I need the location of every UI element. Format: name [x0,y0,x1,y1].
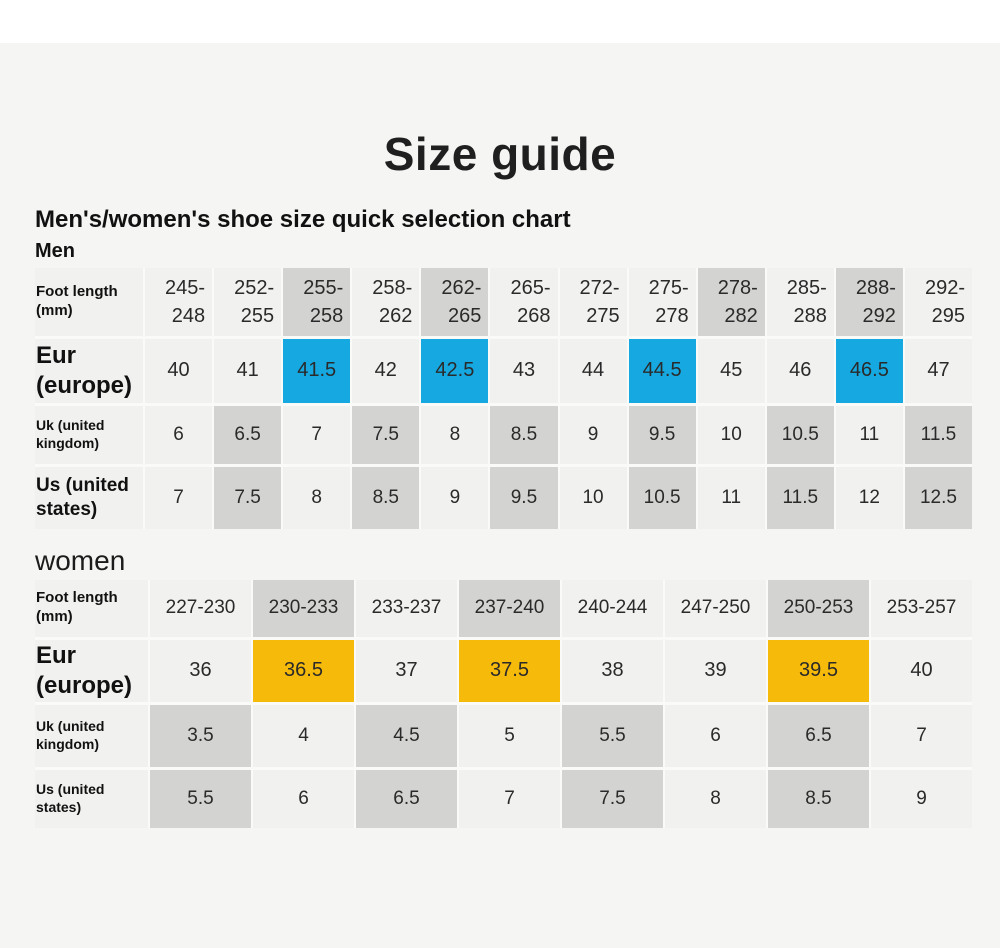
size-cell: 45 [697,338,765,403]
size-cell: 7 [871,704,972,767]
size-cell: 11.5 [766,466,834,529]
size-cell: 10 [697,405,765,464]
women-size-table: Foot length (mm) 227-230 230-233 233-237 237… [35,579,972,828]
size-cell: 12.5 [904,466,972,529]
size-cell: 11 [697,466,765,529]
size-cell: 6.5 [356,769,457,828]
size-cell: 272- 275 [559,267,627,336]
size-cell: 9.5 [490,466,558,529]
size-cell: 40 [145,338,213,403]
size-cell: 7.5 [562,769,663,828]
size-cell: 7.5 [352,405,420,464]
size-cell: 8.5 [490,405,558,464]
size-cell: 247-250 [665,579,766,637]
size-cell: 7 [145,466,213,529]
size-cell: 6 [253,769,354,828]
row-label-us: Us (united states) [35,769,148,828]
size-cell: 237-240 [459,579,560,637]
size-cell: 240-244 [562,579,663,637]
row-label-head: Foot length (mm) [35,267,143,336]
size-cell: 37.5 [459,639,560,702]
size-cell: 44.5 [628,338,696,403]
size-cell: 7.5 [214,466,282,529]
size-cell: 7 [283,405,351,464]
size-guide-content: Men's/women's shoe size quick selection … [0,206,1000,828]
page-title: Size guide [383,128,617,180]
size-cell: 11.5 [904,405,972,464]
size-cell: 39.5 [768,639,869,702]
row-label-eur: Eur (europe) [35,338,143,403]
size-cell: 37 [356,639,457,702]
size-cell: 6 [665,704,766,767]
size-cell: 9 [559,405,627,464]
size-cell: 233-237 [356,579,457,637]
size-cell: 38 [562,639,663,702]
size-cell: 252- 255 [214,267,282,336]
chart-subtitle: Men's/women's shoe size quick selection … [35,205,571,233]
size-cell: 42 [352,338,420,403]
size-cell: 9 [871,769,972,828]
size-cell: 278- 282 [697,267,765,336]
size-cell: 46 [766,338,834,403]
size-cell: 10.5 [766,405,834,464]
size-cell: 8.5 [352,466,420,529]
size-cell: 6 [145,405,213,464]
size-cell: 292- 295 [904,267,972,336]
size-cell: 6.5 [768,704,869,767]
size-cell: 258- 262 [352,267,420,336]
row-label-uk: Uk (united kingdom) [35,704,148,767]
size-cell: 41.5 [283,338,351,403]
size-cell: 253-257 [871,579,972,637]
size-cell: 5.5 [150,769,251,828]
size-cell: 5 [459,704,560,767]
size-cell: 255- 258 [283,267,351,336]
size-cell: 4 [253,704,354,767]
size-cell: 6.5 [214,405,282,464]
size-cell: 42.5 [421,338,489,403]
size-cell: 3.5 [150,704,251,767]
size-cell: 265- 268 [490,267,558,336]
size-cell: 285- 288 [766,267,834,336]
size-cell: 245- 248 [145,267,213,336]
size-cell: 39 [665,639,766,702]
size-cell: 7 [459,769,560,828]
men-size-table: Foot length (mm) 245- 248 252- 255 255- 258… [35,267,972,529]
size-cell: 36.5 [253,639,354,702]
size-cell: 5.5 [562,704,663,767]
header-strip [0,0,1000,43]
size-cell: 46.5 [835,338,903,403]
size-cell: 9.5 [628,405,696,464]
size-cell: 230-233 [253,579,354,637]
size-cell: 10 [559,466,627,529]
size-cell: 9 [421,466,489,529]
size-cell: 4.5 [356,704,457,767]
row-label-eur: Eur (europe) [35,639,148,702]
size-cell: 275- 278 [628,267,696,336]
men-section-label: Men [35,239,75,262]
size-cell: 43 [490,338,558,403]
size-cell: 8 [283,466,351,529]
women-section-label: women [35,544,126,576]
size-cell: 250-253 [768,579,869,637]
size-cell: 12 [835,466,903,529]
size-cell: 288- 292 [835,267,903,336]
size-cell: 8 [665,769,766,828]
size-cell: 10.5 [628,466,696,529]
size-cell: 262- 265 [421,267,489,336]
size-cell: 8 [421,405,489,464]
size-cell: 47 [904,338,972,403]
size-cell: 11 [835,405,903,464]
row-label-head: Foot length (mm) [35,579,148,637]
size-cell: 227-230 [150,579,251,637]
size-cell: 40 [871,639,972,702]
row-label-us: Us (united states) [35,466,143,529]
size-cell: 36 [150,639,251,702]
size-cell: 8.5 [768,769,869,828]
size-cell: 44 [559,338,627,403]
row-label-uk: Uk (united kingdom) [35,405,143,464]
size-cell: 41 [214,338,282,403]
